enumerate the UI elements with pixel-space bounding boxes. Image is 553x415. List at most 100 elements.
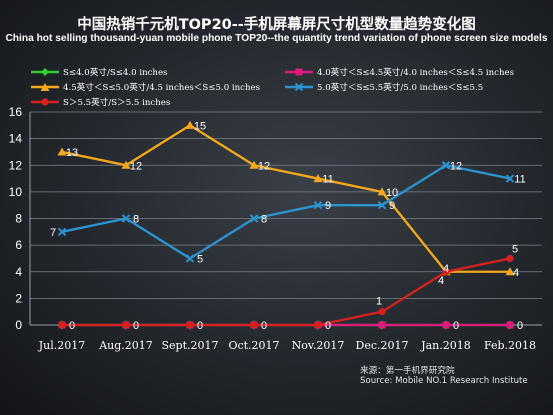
x-axis: Jul.2017 Aug.2017 Sept.2017 Oct.2017 Nov.201… [30,324,542,352]
legend-swatch-green-diamond-icon [31,68,59,76]
legend-label: S≤4.0英寸/S≤4.0 inches [63,68,168,78]
data-label: 10 [386,187,398,199]
data-label: 0 [325,320,331,332]
x-tick-label: Oct.2017 [228,339,279,352]
y-tick-label: 6 [15,238,22,252]
source-cn: 来源：第一手机界研究院 [360,366,455,376]
data-label: 15 [194,120,206,132]
legend-item-s-gt-5-5: S＞5.5英寸/S＞5.5 inches [31,96,170,108]
legend-label: S＞5.5英寸/S＞5.5 inches [63,98,171,108]
data-label: 0 [261,320,267,332]
data-label: 5 [197,253,203,265]
data-point [506,321,514,329]
legend-swatch-blue-x-icon [285,82,313,92]
legend-item-4-0-to-4-5: 4.0英寸＜S≤4.5英寸/4.0 inches＜S≤4.5 inches [285,66,514,78]
x-tick-label: Nov.2017 [292,339,345,352]
data-point [121,160,131,169]
x-tick-label: Jul.2017 [38,339,86,352]
data-point [313,200,323,210]
data-point [506,254,514,263]
data-label: 4 [438,275,444,287]
data-point [57,147,67,156]
data-point [378,321,386,329]
y-tick-label: 2 [15,291,22,305]
legend-label: 5.0英寸＜S≤5.5英寸/5.0 inches＜S≤5.5 [317,83,484,93]
series-layer [57,120,515,330]
x-tick-label: Dec.2017 [356,339,409,352]
data-point [441,161,451,170]
source-en: Source: Mobile NO.1 Research Institute [360,376,528,386]
data-point [121,214,131,223]
y-tick-label: 14 [9,132,23,146]
data-point [377,200,387,210]
data-label: 11 [322,174,333,186]
legend-swatch-orange-triangle-icon [31,83,59,91]
data-point [185,254,195,263]
x-tick-label: Aug.2017 [98,339,153,352]
data-point [57,227,67,237]
legend-item-s-le-4-0: S≤4.0英寸/S≤4.0 inches [31,66,167,78]
data-point [185,120,195,129]
x-tick-label: Jan.2018 [420,339,471,352]
data-label: 0 [517,320,523,332]
y-tick-label: 16 [9,105,23,119]
data-label: 9 [325,200,331,212]
y-axis: 0 2 4 6 8 10 12 14 16 [9,105,31,332]
data-point [505,267,515,276]
data-point [249,160,259,169]
data-label: 13 [66,147,78,159]
legend-label: 4.5英寸＜S≤5.0英寸/4.5 inches＜S≤5.0 inches [63,83,261,93]
data-point [250,321,258,329]
data-point [186,321,194,329]
y-tick-label: 12 [9,158,23,172]
data-point [249,214,259,223]
y-tick-label: 10 [9,185,23,199]
legend-swatch-magenta-square-icon [285,68,313,76]
data-point [505,174,515,183]
chart-grid [30,111,542,326]
data-label: 4 [513,267,519,279]
data-label: 8 [261,214,267,226]
data-point [442,321,450,329]
legend-swatch-red-circle-icon [31,98,59,106]
data-point [58,321,66,329]
series-line [61,124,510,273]
y-tick-label: 0 [15,318,22,332]
legend-item-4-5-to-5-0: 4.5英寸＜S≤5.0英寸/4.5 inches＜S≤5.0 inches [31,81,260,93]
chart-title-cn: 中国热销千元机TOP20--手机屏幕屏尺寸机型数量趋势变化图 [77,17,476,33]
series-4 [58,254,514,329]
data-label: 0 [453,320,459,332]
data-point [442,268,450,276]
series-3 [57,161,515,263]
series-2 [57,120,515,276]
y-tick-label: 4 [15,265,22,279]
data-label: 4 [443,263,449,275]
data-label: 1 [376,296,382,308]
data-label: 9 [389,200,395,212]
chart-title-en: China hot selling thousand-yuan mobile p… [5,33,548,44]
x-tick-label: Sept.2017 [162,339,219,352]
data-point [122,321,130,329]
data-point [313,174,323,183]
series-line [61,164,511,260]
legend-label: 4.0英寸＜S≤4.5英寸/4.0 inches＜S≤4.5 inches [317,68,515,78]
data-label: 12 [450,160,462,172]
data-label: 12 [258,160,270,172]
data-point [314,321,322,329]
y-tick-label: 8 [15,212,22,226]
data-label: 0 [69,320,75,332]
x-tick-label: Feb.2018 [484,339,536,352]
data-label: 0 [133,320,139,332]
data-label: 5 [512,243,518,255]
data-label: 8 [133,214,139,226]
data-point [377,187,387,196]
data-label: 7 [50,227,56,239]
series-line [62,257,511,327]
data-point [378,308,386,316]
data-label: 11 [514,174,525,186]
data-label: 12 [130,160,142,172]
legend-item-5-0-to-5-5: 5.0英寸＜S≤5.5英寸/5.0 inches＜S≤5.5 [285,81,483,93]
data-label: 0 [197,320,203,332]
